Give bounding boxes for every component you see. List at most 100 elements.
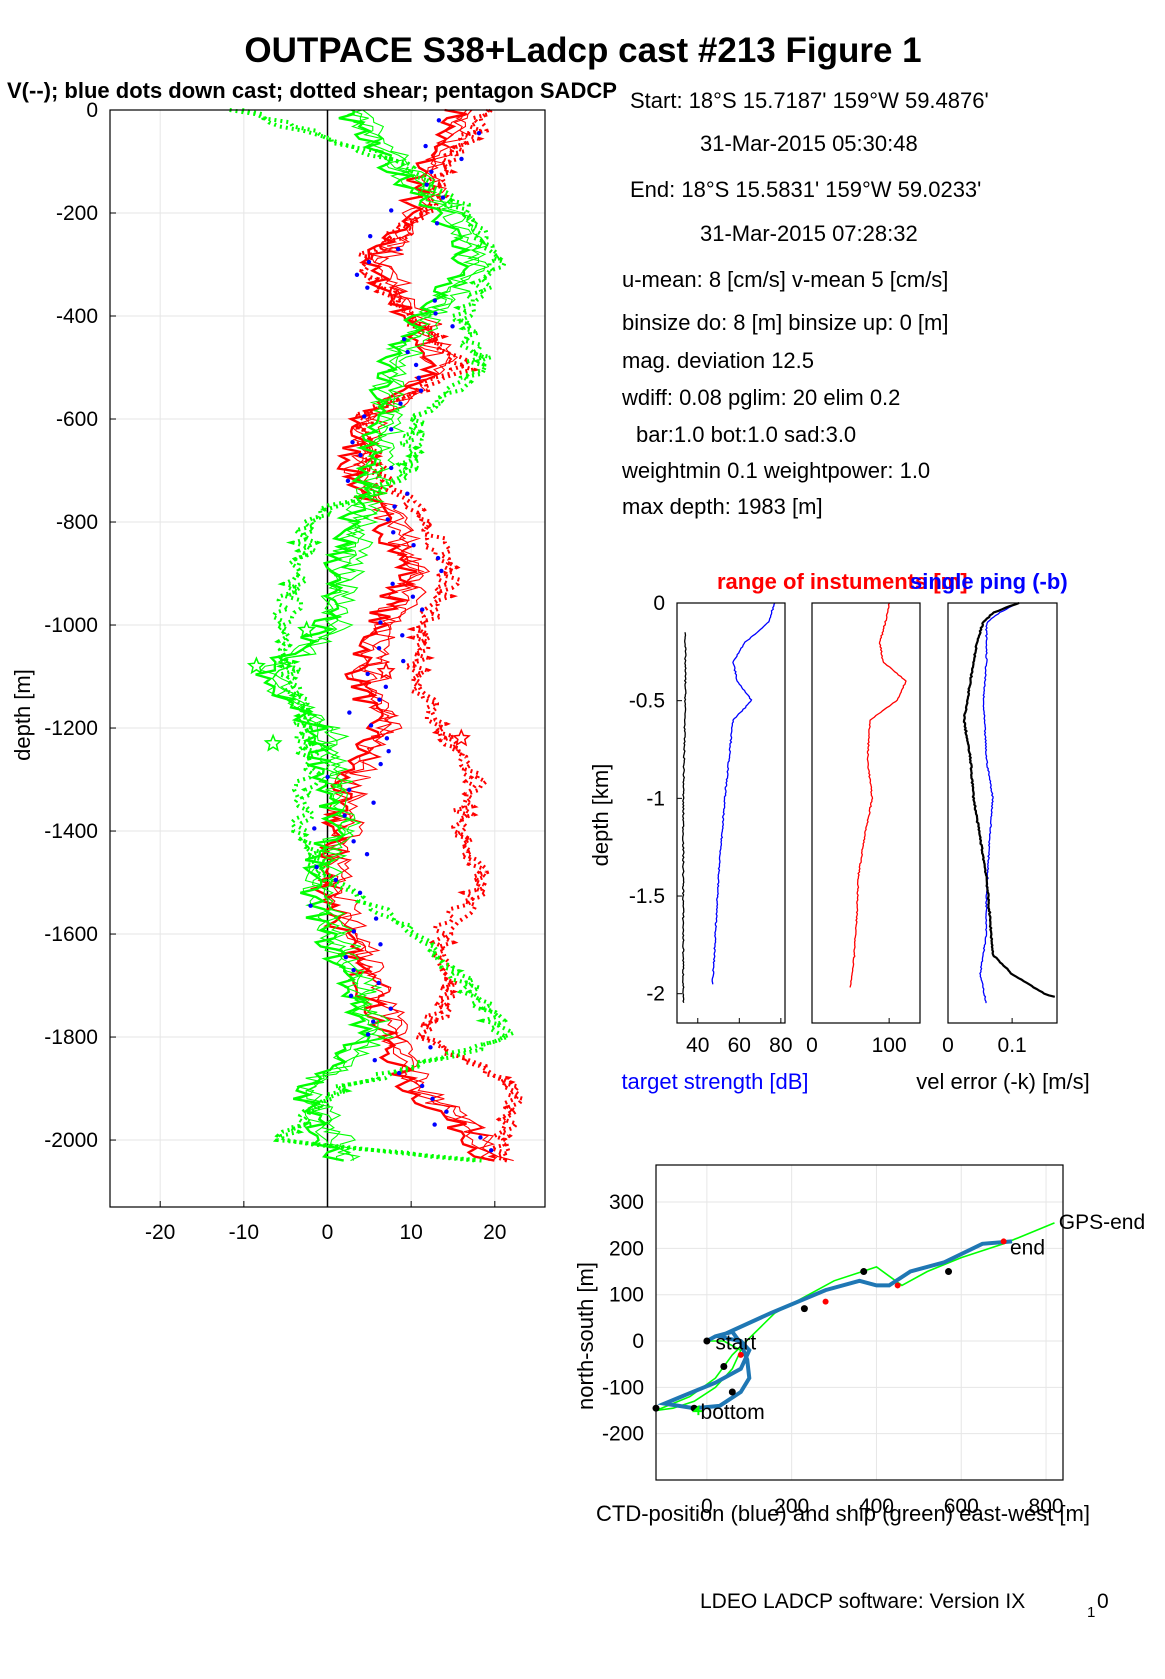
downcast-dot — [362, 414, 367, 419]
y-tick-label: -1800 — [44, 1026, 98, 1049]
event-marker — [737, 1351, 744, 1358]
downcast-dot — [371, 1019, 376, 1024]
x-tick-label: -10 — [229, 1221, 259, 1244]
downcast-dot — [411, 542, 416, 548]
y-tick-label: -600 — [56, 408, 98, 431]
event-marker — [894, 1282, 901, 1289]
downcast-dot — [389, 427, 394, 432]
downcast-dot — [350, 439, 355, 445]
downcast-dot — [395, 246, 401, 252]
downcast-dot — [419, 1083, 425, 1089]
downcast-dot — [429, 169, 434, 175]
downcast-dot — [391, 530, 396, 535]
y-tick-label: -1200 — [44, 717, 98, 740]
sadcp-star — [263, 733, 283, 752]
downcast-dot — [424, 182, 429, 187]
info-binsize: binsize do: 8 [m] binsize up: 0 [m] — [622, 310, 949, 335]
single-ping-title: single ping (-b) — [910, 569, 1068, 594]
x-tick-label: 0.1 — [998, 1034, 1027, 1057]
panel-frame — [947, 602, 1058, 1024]
y-tick-label: 0 — [86, 99, 98, 122]
downcast-dot — [392, 504, 397, 509]
downcast-dot — [365, 671, 370, 677]
velocity-series-0 — [319, 109, 499, 1162]
y-tick-label: -1.5 — [629, 885, 665, 908]
profile-series-0 — [849, 602, 907, 988]
downcast-dot — [365, 285, 370, 290]
downcast-dot — [388, 465, 394, 471]
info-means: u-mean: 8 [cm/s] v-mean 5 [cm/s] — [622, 267, 948, 292]
depth-km-ylabel: depth [km] — [588, 764, 613, 867]
downcast-dot — [378, 942, 383, 947]
downcast-dot — [459, 156, 464, 162]
x-tick-label: 0 — [322, 1221, 334, 1244]
target-strength-xlabel: target strength [dB] — [621, 1069, 808, 1094]
y-tick-label: -100 — [602, 1376, 644, 1399]
label-end: end — [1010, 1237, 1045, 1260]
sadcp-star — [376, 661, 396, 680]
y-tick-label: -1600 — [44, 923, 98, 946]
downcast-dot — [368, 723, 374, 728]
downcast-dot — [400, 633, 405, 638]
sadcp-star — [246, 656, 266, 675]
downcast-dot — [432, 298, 438, 303]
downcast-dot — [384, 736, 390, 741]
velocity-series-1 — [349, 108, 527, 1163]
downcast-dot — [423, 143, 428, 149]
y-tick-label: -2000 — [44, 1129, 98, 1152]
footer-end: 0 — [1097, 1590, 1109, 1613]
downcast-dot — [420, 607, 425, 612]
downcast-dot — [376, 645, 382, 651]
y-tick-label: -2 — [646, 983, 665, 1006]
label-gps-end: GPS-end — [1059, 1211, 1145, 1234]
position-xlabel: CTD-position (blue) and ship (green) eas… — [596, 1501, 1090, 1526]
velocity-series-0 — [326, 109, 496, 1162]
x-tick-label: 800 — [1029, 1495, 1064, 1518]
y-tick-label: 200 — [609, 1237, 644, 1260]
y-tick-label: -1400 — [44, 820, 98, 843]
vel-error-panel: 0 0.1 — [942, 601, 1058, 1057]
info-maxdepth: max depth: 1983 [m] — [622, 494, 823, 519]
label-start: start — [715, 1332, 756, 1355]
y-tick-label: -1 — [646, 787, 665, 810]
downcast-dot — [401, 336, 407, 342]
x-tick-label: 40 — [686, 1034, 709, 1057]
profile-series-1 — [962, 601, 1056, 998]
downcast-dot — [405, 491, 410, 496]
position-axes-frame — [655, 1164, 1064, 1481]
downcast-dot — [351, 967, 356, 973]
x-tick-label: 80 — [769, 1034, 792, 1057]
panel-frame — [811, 602, 921, 1024]
downcast-dot — [488, 1148, 494, 1153]
downcast-dot — [325, 774, 330, 780]
info-start: Start: 18°S 15.7187' 159°W 59.4876' — [630, 88, 989, 113]
y-tick-label: -1000 — [44, 614, 98, 637]
downcast-dot — [440, 195, 446, 200]
profile-series-0 — [711, 602, 776, 985]
downcast-dot — [348, 993, 354, 999]
downcast-dot — [385, 517, 390, 522]
downcast-dot — [410, 594, 416, 599]
velocity-series-2 — [274, 109, 490, 1161]
velocity-series-0 — [331, 109, 514, 1162]
downcast-dot — [378, 620, 383, 625]
downcast-dot — [478, 1135, 483, 1140]
x-tick-label: 60 — [728, 1034, 751, 1057]
sadcp-star — [297, 620, 317, 639]
velocity-series-2 — [271, 109, 487, 1162]
x-tick-label: -20 — [145, 1221, 175, 1244]
downcast-dot — [366, 259, 372, 265]
y-tick-label: 0 — [632, 1330, 644, 1353]
downcast-dot — [378, 761, 383, 767]
downcast-dot — [354, 272, 360, 278]
downcast-dot — [390, 581, 395, 587]
y-tick-label: -800 — [56, 511, 98, 534]
figure-title: OUTPACE S38+Ladcp cast #213 Figure 1 — [244, 31, 921, 70]
downcast-dot — [398, 401, 403, 406]
x-tick-label: 400 — [859, 1495, 894, 1518]
downcast-dot — [396, 1070, 402, 1076]
y-tick-label: -200 — [56, 202, 98, 225]
velocity-series-3 — [241, 108, 519, 1163]
vel-error-xlabel: vel error (-k) [m/s] — [916, 1069, 1090, 1094]
x-tick-label: 10 — [399, 1221, 422, 1244]
